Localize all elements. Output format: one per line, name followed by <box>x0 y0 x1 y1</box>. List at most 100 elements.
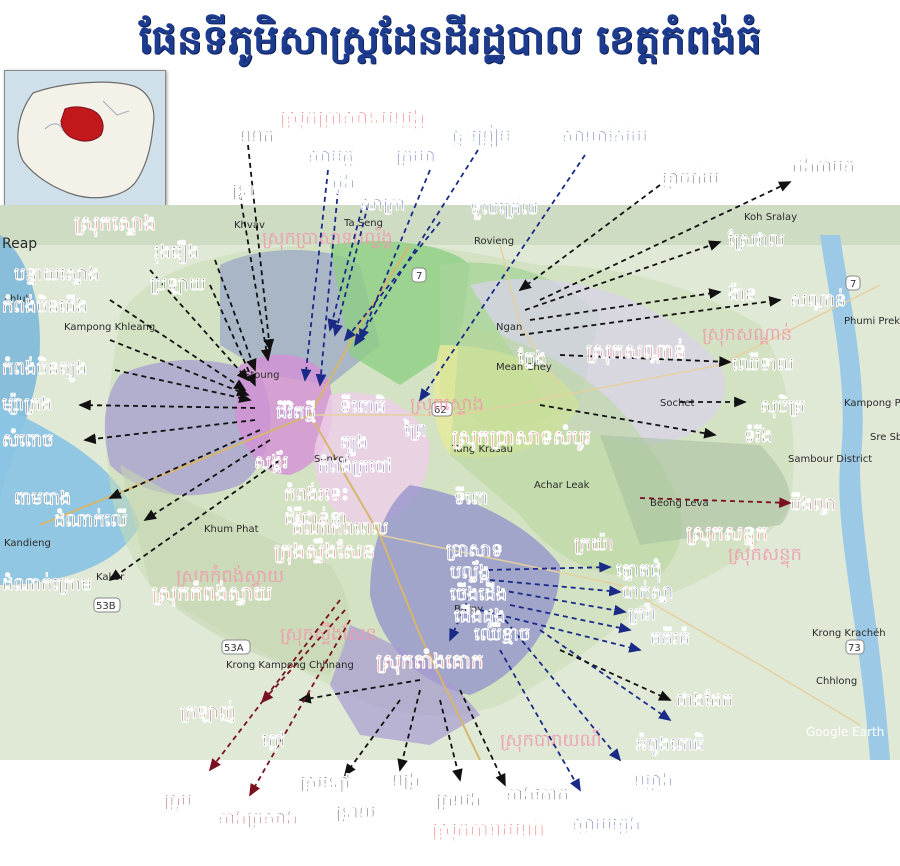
ghost-district-label: ស្រុកកំពង់ស្វាយ <box>176 564 284 588</box>
place-label: Kampong Khleang <box>64 322 155 333</box>
ghost-district-label: ស្រុកសណ្តាន់ <box>702 322 792 346</box>
commune-label: សាមគ្គី <box>308 144 354 167</box>
place-label: Ngan <box>496 322 522 333</box>
place-label: Sankor <box>314 454 349 465</box>
place-label: Kakor <box>96 572 125 583</box>
commune-label: ក្រឡាញ់ <box>180 700 236 723</box>
commune-label: ម្នាចជ័យ <box>662 166 719 189</box>
commune-label: កំពង់ចិនត្បូង <box>2 356 87 383</box>
map-svg <box>0 205 900 761</box>
place-label: Achar Leak <box>534 480 590 491</box>
commune-label: ជ្រលង <box>436 790 481 811</box>
commune-label: ត្នោតជុំ <box>616 558 662 583</box>
district-label: ស្រុកតាំងគោក <box>376 648 484 675</box>
ghost-district-labels: ស្រុកប្រាសាទបល្ល័ង្គ ស្រុកសណ្តាន់ ស្រុកស… <box>176 226 802 752</box>
ghost-district-label: ស្រុកប្រាសាទបល្ល័ង្គ <box>262 226 393 250</box>
place-label: Beong Leva <box>650 498 709 509</box>
commune-label: ដំណាក់លើ <box>54 508 127 531</box>
road-number: 7 <box>850 279 856 290</box>
commune-label: គគីរធំ <box>650 626 690 649</box>
commune-label: ព្រៃ <box>403 418 427 441</box>
commune-label: សុចិត្រ <box>760 394 805 419</box>
place-label: Kandieng <box>4 538 51 549</box>
commune-label: ឈើទាល <box>732 352 794 375</box>
commune-label: ប្រាសាទ <box>446 540 503 561</box>
place-label: Khum Phat <box>204 524 259 535</box>
district-label: ស្រុកបារាយណ៍ <box>432 816 545 843</box>
commune-label: អំពូងពោធិ <box>636 732 705 757</box>
commune-label: ជ្រុប <box>164 790 192 813</box>
commune-label: ក្រយ៉ា <box>396 144 436 167</box>
commune-label: ស្រឡៅ <box>300 772 350 793</box>
map-place-labels: Reap Phluk Kampong Khleang Stoung Khvav … <box>2 212 900 739</box>
commune-label: កំពង់ក្របៅ <box>318 454 392 477</box>
place-label: Mean Chey <box>496 362 552 373</box>
commune-label: បល្ល័ង្ក <box>450 560 490 583</box>
commune-label: ឈ្នាង <box>634 770 673 791</box>
road-number: 62 <box>434 405 447 416</box>
road-number: 73 <box>848 643 861 654</box>
commune-label: ដូង <box>332 172 355 195</box>
arrows-navy <box>300 149 672 792</box>
district-label: ស្រុកសណ្តាន់ <box>586 338 686 365</box>
commune-label: សំពោច <box>2 428 53 451</box>
district-label: ក្រុងស្ទឹងសែន <box>274 538 375 565</box>
commune-label: រុងរឿង <box>154 240 199 265</box>
commune-label: សាលាវិស័យ <box>562 124 648 147</box>
commune-label: ដំណាក់ក្រោម <box>2 572 92 595</box>
commune-label: ទីពោ <box>454 486 488 509</box>
commune-label: ជាងដែក <box>676 688 733 711</box>
place-label: Sochet <box>660 398 694 409</box>
commune-label: ង៉ាន <box>728 282 757 305</box>
cambodia-outline <box>5 71 165 207</box>
commune-label: សណ្តាន់ <box>790 288 846 311</box>
commune-label: ក្រវ៉ា <box>628 602 656 625</box>
commune-label: សង្គ័រ <box>254 450 289 473</box>
commune-label: ផ្ទះព្រៀម <box>452 124 511 149</box>
district-label: ស្រុកប្រាសាទសំបូរ <box>452 424 591 451</box>
place-label: Phluk <box>4 294 31 305</box>
ghost-district-label: ស្រុកសន្ទុក <box>728 544 802 568</box>
place-label: Rovieng <box>474 236 514 247</box>
commune-label: ក្ដៅ <box>262 730 285 751</box>
road-number: 7 <box>416 271 422 282</box>
commune-label: ដំណាក់ពពេល <box>292 516 388 539</box>
district-label: ស្រុកកំពង់ស្វាយ <box>152 580 272 607</box>
commune-label: ទីពោធិ <box>340 394 386 417</box>
commune-label: តាំងក្រសាំង <box>218 806 298 829</box>
commune-label: ចើងដើង <box>450 582 507 605</box>
commune-label: ជីវិតថ្មី <box>276 400 316 423</box>
commune-label: ពង្រ <box>392 770 420 791</box>
district-labels: ស្រុកប្រាសាទបល្ល័ង្គ ស្រុកស្ទោង ស្រុកសណ្… <box>74 104 769 844</box>
arrows-black <box>78 144 792 787</box>
place-label: Tang Krasau <box>451 444 513 455</box>
commune-label: បឹងល្វា <box>790 492 836 515</box>
commune-label: កំពង់រទេះ <box>284 482 349 505</box>
road-number: 53B <box>96 601 116 612</box>
district-label: ស្រុកស្ទោង <box>74 211 156 237</box>
place-label: Reap <box>2 236 37 252</box>
commune-label: តាំងគោក <box>506 782 569 805</box>
commune-label: ជើងដូង <box>454 604 505 629</box>
place-label: Krong Krachéh <box>812 627 886 639</box>
commune-label: សាក្រាំ <box>360 192 405 215</box>
place-label: Stoung <box>244 370 279 381</box>
province-map <box>0 205 900 761</box>
commune-label: ដងកាំបិត <box>792 154 855 177</box>
commune-label: ក្លែង <box>517 346 547 369</box>
commune-labels: ពពក សាមគ្គី ក្រយ៉ា ផ្ទះព្រៀម សាលាវិស័យ ម… <box>2 124 855 836</box>
commune-label: ដំរីជាន់ខ្លា <box>284 506 347 529</box>
place-label: Koh Sralay <box>744 212 797 223</box>
locator-inset-map <box>4 70 166 208</box>
commune-label: ស្រែវាល <box>727 228 785 251</box>
commune-label: ទំរីង <box>744 424 773 447</box>
place-label: Sambour District <box>788 454 872 465</box>
page-title: ផែនទីភូមិសាស្ត្រដែនដីរដ្ឋបាល ខេត្តកំពង់ធ… <box>138 17 762 63</box>
place-label: Khvav <box>234 220 265 231</box>
place-label: Phumi Prek Preah <box>844 316 900 327</box>
commune-label: ម្ស៉ាក្រង <box>2 392 52 415</box>
district-label: ស្រុកប្រាសាទបល្ល័ង្គ <box>280 104 425 131</box>
commune-label: ទួលគ្រើល <box>470 196 538 221</box>
